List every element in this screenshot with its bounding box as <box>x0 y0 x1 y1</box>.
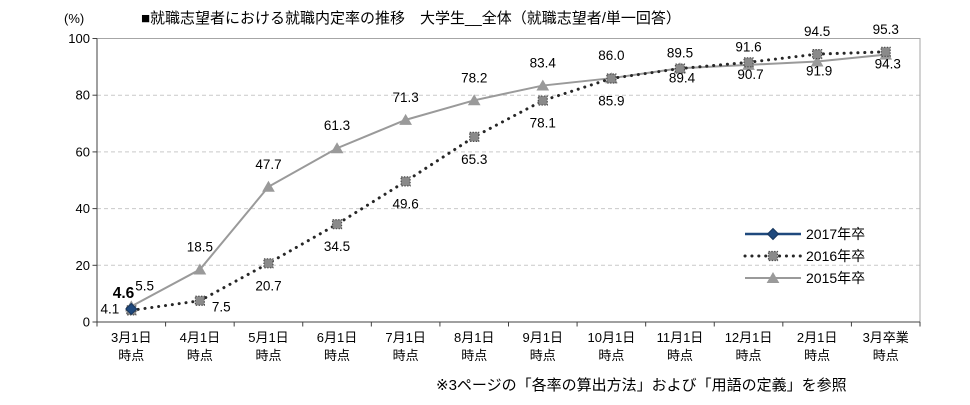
data-label: 91.9 <box>806 63 832 78</box>
x-tick-label: 2月1日時点 <box>797 330 837 363</box>
marker-square <box>767 250 779 262</box>
data-label: 4.6 <box>113 285 135 302</box>
marker-square <box>606 73 617 84</box>
x-tick-label: 3月卒業時点 <box>863 330 909 363</box>
marker-diamond <box>125 302 138 316</box>
data-label: 94.5 <box>804 24 830 39</box>
data-label: 90.7 <box>737 67 763 82</box>
series-line-2016年卒 <box>129 50 888 312</box>
x-tick-label: 3月1日時点 <box>111 330 151 363</box>
data-label: 89.5 <box>667 45 693 60</box>
x-tick-label: 7月1日時点 <box>385 330 425 363</box>
legend-label: 2016年卒 <box>806 248 865 264</box>
marker-square <box>812 48 823 60</box>
x-tick-label: 12月1日時点 <box>725 330 773 363</box>
data-label: 34.5 <box>324 239 350 254</box>
marker-triangle <box>467 94 481 106</box>
data-label: 65.3 <box>461 152 487 167</box>
marker-square <box>743 57 754 68</box>
data-label: 49.6 <box>392 196 418 211</box>
marker-square <box>263 258 274 269</box>
data-label: 83.4 <box>530 56 557 71</box>
marker-square <box>674 63 686 74</box>
data-label: 86.0 <box>598 48 624 63</box>
data-label: 5.5 <box>135 278 154 293</box>
y-tick-label: 0 <box>83 315 90 330</box>
marker-triangle <box>262 180 275 192</box>
data-label: 7.5 <box>212 300 231 315</box>
y-tick-label: 80 <box>76 88 90 103</box>
data-label: 47.7 <box>255 157 281 172</box>
chart-title: ■就職志望者における就職内定率の推移 大学生__全体（就職志望者/単一回答） <box>141 10 681 27</box>
data-label: 91.6 <box>735 39 761 54</box>
y-axis-unit-label: (%) <box>64 11 85 26</box>
x-tick-label: 9月1日時点 <box>523 330 563 363</box>
marker-triangle <box>193 263 207 275</box>
marker-triangle <box>810 55 824 67</box>
data-label: 18.5 <box>187 240 213 255</box>
x-tick-label: 8月1日時点 <box>454 330 494 363</box>
marker-square <box>194 295 205 306</box>
marker-square <box>400 176 411 187</box>
footnote: ※3ページの「各率の算出方法」および「用語の定義」を参照 <box>436 377 847 394</box>
x-tick-label: 10月1日時点 <box>588 330 636 363</box>
marker-triangle <box>536 79 550 91</box>
marker-triangle <box>766 272 780 283</box>
legend-label: 2015年卒 <box>806 270 865 286</box>
plot-border <box>96 38 921 323</box>
legend-label: 2017年卒 <box>806 226 865 242</box>
data-label: 71.3 <box>392 90 418 105</box>
marker-square <box>537 95 548 106</box>
x-tick-label: 6月1日時点 <box>317 330 357 363</box>
x-tick-label: 5月1日時点 <box>248 330 288 363</box>
data-label: 4.1 <box>101 301 120 316</box>
marker-triangle <box>399 113 412 125</box>
y-tick-label: 60 <box>76 144 90 159</box>
data-label: 89.4 <box>669 71 696 86</box>
data-label: 95.3 <box>873 22 899 37</box>
marker-square <box>469 131 480 142</box>
marker-triangle <box>330 142 344 154</box>
data-label: 61.3 <box>324 118 350 133</box>
y-tick-label: 40 <box>76 201 90 216</box>
y-tick-label: 100 <box>68 31 90 46</box>
data-label: 20.7 <box>255 278 281 293</box>
data-label: 85.9 <box>598 93 624 108</box>
marker-diamond <box>766 227 780 241</box>
x-tick-label: 4月1日時点 <box>180 330 220 363</box>
y-tick-label: 20 <box>76 258 90 273</box>
data-label: 94.3 <box>875 57 901 72</box>
data-label: 78.2 <box>461 70 487 85</box>
series-line-2015年卒 <box>130 53 886 308</box>
marker-square <box>331 219 343 230</box>
marker-square <box>880 46 891 57</box>
data-label: 78.1 <box>530 116 556 131</box>
x-tick-label: 11月1日時点 <box>657 330 704 363</box>
